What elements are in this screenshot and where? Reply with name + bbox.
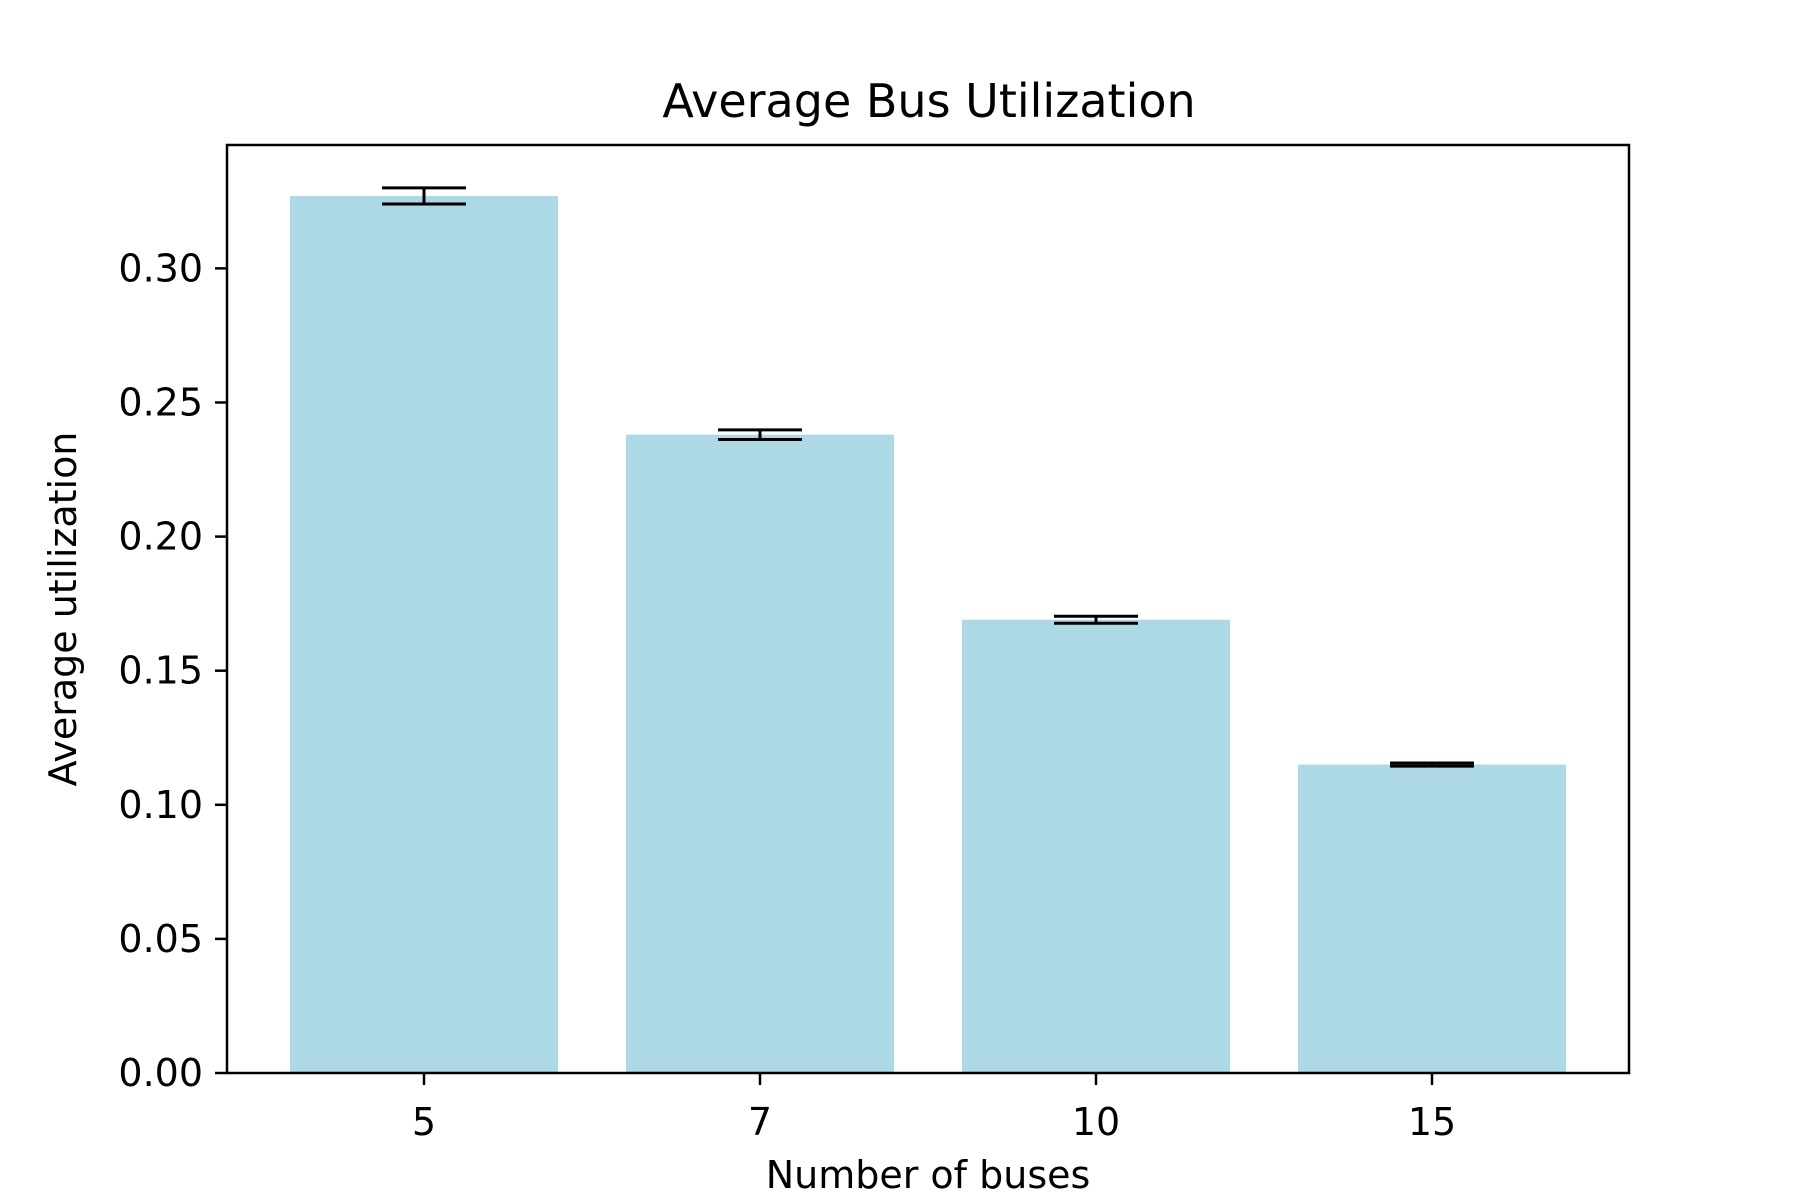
y-tick-label: 0.05 (118, 917, 203, 961)
bar-10 (962, 619, 1230, 1073)
x-tick-label: 5 (412, 1100, 436, 1144)
y-tick-label: 0.30 (118, 246, 203, 290)
bar-15 (1298, 764, 1566, 1073)
error-bar-15 (1390, 761, 1474, 768)
y-tick-label: 0.25 (118, 380, 203, 424)
plot-area-frame (225, 143, 1631, 1075)
y-axis-title: Average utilization (41, 432, 85, 787)
chart-title: Average Bus Utilization (662, 74, 1195, 128)
x-tick-label: 15 (1408, 1100, 1456, 1144)
x-axis-title: Number of buses (766, 1153, 1091, 1197)
bars-layer (290, 195, 1566, 1073)
x-axis: 5 7 10 15 (412, 1073, 1456, 1144)
y-tick-label: 0.00 (118, 1051, 203, 1095)
bar-5 (290, 195, 558, 1073)
y-tick-label: 0.10 (118, 783, 203, 827)
y-axis: 0.00 0.05 0.10 0.15 0.20 0.25 0.30 (118, 246, 227, 1095)
y-tick-label: 0.15 (118, 649, 203, 693)
error-bar-10 (1054, 614, 1138, 625)
error-bar-7 (718, 428, 802, 441)
x-tick-label: 10 (1072, 1100, 1120, 1144)
error-bar-5 (382, 186, 466, 206)
x-tick-label: 7 (748, 1100, 772, 1144)
bar-7 (626, 434, 894, 1073)
y-tick-label: 0.20 (118, 515, 203, 559)
errorbars-layer (382, 186, 1474, 768)
